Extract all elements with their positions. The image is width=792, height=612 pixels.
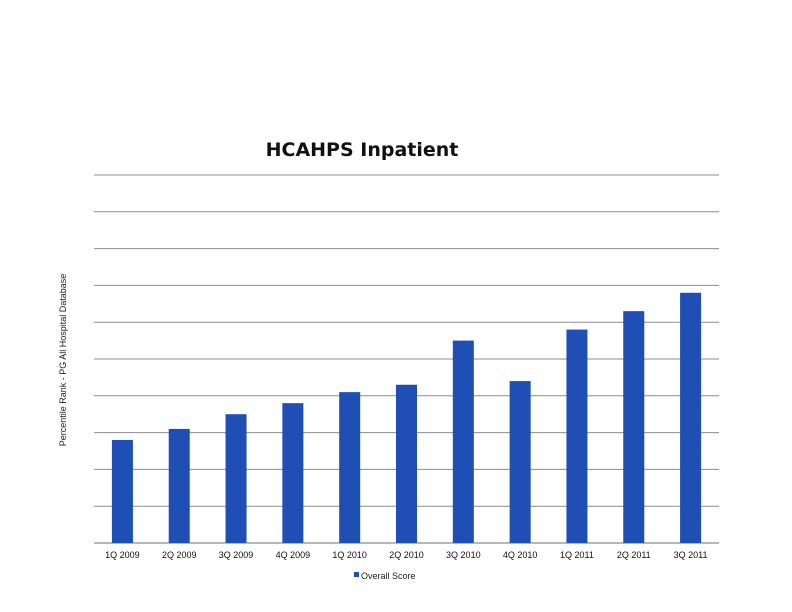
x-tick-label: 4Q 2010: [503, 550, 538, 560]
bar: [395, 384, 418, 543]
legend-label: Overall Score: [361, 571, 416, 581]
legend-swatch: [354, 572, 359, 577]
x-tick-label: 3Q 2011: [674, 550, 708, 560]
x-tick-label: 2Q 2011: [617, 550, 651, 560]
bar: [509, 381, 531, 543]
y-axis-label: Percentile Rank - PG All Hospital Databa…: [58, 274, 68, 447]
bars: [111, 292, 702, 543]
legend: Overall Score: [354, 571, 416, 581]
x-tick-label: 3Q 2009: [219, 550, 254, 560]
bar: [339, 392, 361, 543]
bar: [623, 311, 645, 543]
bar: [452, 340, 474, 543]
x-tick-label: 2Q 2009: [162, 550, 197, 560]
x-tick-label: 1Q 2011: [560, 550, 594, 560]
x-tick-label: 3Q 2010: [446, 550, 481, 560]
bar: [566, 329, 588, 543]
bar: [168, 428, 190, 543]
chart-title: HCAHPS Inpatient: [266, 139, 459, 161]
x-tick-label: 1Q 2010: [332, 550, 367, 560]
x-tick-label: 1Q 2009: [105, 550, 140, 560]
bar: [282, 403, 304, 543]
bar: [111, 439, 133, 543]
bar: [225, 414, 247, 543]
x-tick-label: 4Q 2009: [276, 550, 311, 560]
x-tick-labels: 1Q 2009 2Q 2009 3Q 2009 4Q 2009 1Q 2010 2Q 20…: [105, 550, 707, 560]
bar: [680, 292, 702, 543]
x-tick-label: 2Q 2010: [389, 550, 424, 560]
